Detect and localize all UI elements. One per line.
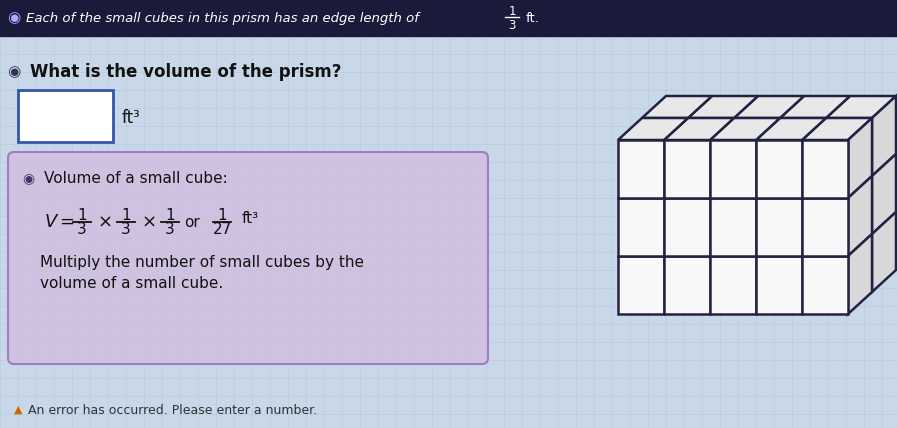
Bar xyxy=(710,198,756,256)
Text: ▲: ▲ xyxy=(14,405,22,415)
Text: 1: 1 xyxy=(509,5,516,18)
Text: What is the volume of the prism?: What is the volume of the prism? xyxy=(30,63,342,81)
Polygon shape xyxy=(710,118,780,140)
Text: 1: 1 xyxy=(165,208,175,223)
Bar xyxy=(664,198,710,256)
Bar xyxy=(802,256,848,314)
Polygon shape xyxy=(872,154,896,234)
Text: 1: 1 xyxy=(217,208,227,223)
Bar xyxy=(0,0,897,36)
Polygon shape xyxy=(872,96,896,176)
Text: 1: 1 xyxy=(77,208,87,223)
Polygon shape xyxy=(756,118,826,140)
Text: or: or xyxy=(184,214,200,229)
Text: 3: 3 xyxy=(121,222,131,237)
Text: ft³: ft³ xyxy=(242,211,259,226)
Text: volume of a small cube.: volume of a small cube. xyxy=(40,276,223,291)
Polygon shape xyxy=(734,96,804,118)
Text: $V=$: $V=$ xyxy=(44,213,75,231)
Text: 1: 1 xyxy=(121,208,131,223)
Bar xyxy=(664,140,710,198)
Polygon shape xyxy=(848,234,872,314)
Polygon shape xyxy=(848,176,872,256)
Polygon shape xyxy=(688,96,758,118)
Text: ft.: ft. xyxy=(526,12,540,24)
Text: 27: 27 xyxy=(213,222,231,237)
Text: $\times$: $\times$ xyxy=(141,213,155,231)
Bar xyxy=(756,198,802,256)
Polygon shape xyxy=(872,212,896,292)
Text: ◉: ◉ xyxy=(22,171,34,185)
Text: 3: 3 xyxy=(509,18,516,32)
Bar xyxy=(710,256,756,314)
Bar xyxy=(802,198,848,256)
Text: Multiply the number of small cubes by the: Multiply the number of small cubes by th… xyxy=(40,255,364,270)
FancyBboxPatch shape xyxy=(8,152,488,364)
Bar xyxy=(618,256,664,314)
Text: Volume of a small cube:: Volume of a small cube: xyxy=(44,170,228,185)
Text: $\times$: $\times$ xyxy=(97,213,111,231)
Text: 3: 3 xyxy=(165,222,175,237)
Polygon shape xyxy=(802,118,872,140)
Bar xyxy=(756,140,802,198)
Bar xyxy=(756,256,802,314)
Text: Each of the small cubes in this prism has an edge length of: Each of the small cubes in this prism ha… xyxy=(26,12,419,24)
Bar xyxy=(618,198,664,256)
Polygon shape xyxy=(780,96,850,118)
Polygon shape xyxy=(664,118,734,140)
Polygon shape xyxy=(848,118,872,198)
Polygon shape xyxy=(642,96,712,118)
Text: An error has occurred. Please enter a number.: An error has occurred. Please enter a nu… xyxy=(28,404,318,416)
Text: ◉: ◉ xyxy=(7,65,21,80)
Text: ft³: ft³ xyxy=(122,109,141,127)
Bar xyxy=(664,256,710,314)
Text: 3: 3 xyxy=(77,222,87,237)
Bar xyxy=(18,90,113,142)
Text: ◉: ◉ xyxy=(7,11,21,26)
Bar xyxy=(710,140,756,198)
Polygon shape xyxy=(618,118,688,140)
Bar xyxy=(618,140,664,198)
Bar xyxy=(802,140,848,198)
Polygon shape xyxy=(826,96,896,118)
